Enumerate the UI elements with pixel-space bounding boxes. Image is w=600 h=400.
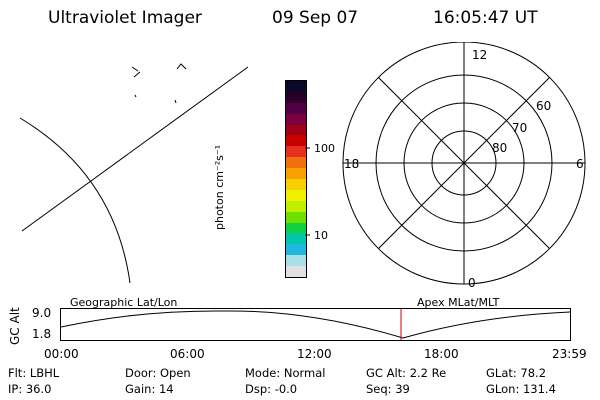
colorbar-tick-100: 100 (314, 142, 335, 155)
gc-alt-info: GC Alt: 2.2 Re (366, 366, 447, 380)
colorbar-segment (286, 102, 306, 114)
colorbar-segment (286, 266, 306, 278)
gain-info: Gain: 14 (125, 382, 174, 396)
x-tick-0600: 06:00 (170, 347, 205, 361)
mode-info: Mode: Normal (245, 366, 326, 380)
color-scale-ticks: 100 10 (305, 142, 335, 242)
y-min-label: 1.8 (32, 327, 52, 341)
x-tick-0000: 00:00 (44, 347, 79, 361)
colorbar-segment (286, 168, 306, 180)
terminator-line (21, 66, 249, 232)
seq-info: Seq: 39 (366, 382, 410, 396)
lat-label-60: 60 (536, 99, 551, 113)
flt-info: Flt: LBHL (8, 366, 60, 380)
coastline-curve (19, 117, 131, 284)
geographic-latlon-label: Geographic Lat/Lon (70, 296, 178, 309)
door-info: Door: Open (125, 366, 191, 380)
x-tick-1800: 18:00 (424, 347, 459, 361)
polar-diagonal-2 (378, 77, 550, 249)
mlt-label-6: 6 (576, 157, 584, 171)
colorbar-segment (286, 244, 306, 256)
colorbar-segment (286, 233, 306, 245)
color-scale-bar (285, 80, 307, 278)
colorbar-segment (286, 157, 306, 169)
altitude-timeline (60, 308, 571, 341)
altitude-curve (60, 310, 571, 339)
x-tick-2359: 23:59 (552, 347, 587, 361)
lat-label-70: 70 (512, 121, 527, 135)
x-tick-1200: 12:00 (297, 347, 332, 361)
colorbar-segment (286, 146, 306, 158)
colorbar-segment (286, 189, 306, 201)
mlt-label-18: 18 (344, 157, 359, 171)
glon-info: GLon: 131.4 (486, 382, 556, 396)
time-label: 16:05:47 UT (433, 8, 538, 28)
gc-alt-axis-title: GC Alt (8, 307, 22, 345)
colorbar-segment (286, 255, 306, 267)
colorbar-segment (286, 200, 306, 212)
instrument-title: Ultraviolet Imager (48, 8, 202, 28)
colorbar-segment (286, 113, 306, 125)
mlt-label-0: 0 (468, 276, 476, 290)
colorbar-segment (286, 179, 306, 190)
colorbar-segment (286, 222, 306, 234)
colorbar-segment (286, 81, 306, 92)
apex-mlat-label: Apex MLat/MLT (417, 296, 500, 309)
map-fragments (131, 63, 187, 104)
mlt-label-12: 12 (472, 48, 487, 62)
geographic-map (19, 63, 249, 284)
colorbar-units-label: photon cm⁻²s⁻¹ (213, 144, 226, 230)
colorbar-tick-10: 10 (314, 229, 328, 242)
y-max-label: 9.0 (32, 306, 52, 320)
polar-plot: 12 18 6 0 60 70 80 (342, 42, 586, 290)
ip-info: IP: 36.0 (8, 382, 52, 396)
lat-label-80: 80 (492, 141, 507, 155)
colorbar-segment (286, 135, 306, 147)
colorbar-segment (286, 124, 306, 136)
colorbar-segment (286, 211, 306, 223)
date-label: 09 Sep 07 (272, 8, 359, 28)
colorbar-segment (286, 91, 306, 103)
glat-info: GLat: 78.2 (486, 366, 547, 380)
dsp-info: Dsp: -0.0 (245, 382, 298, 396)
